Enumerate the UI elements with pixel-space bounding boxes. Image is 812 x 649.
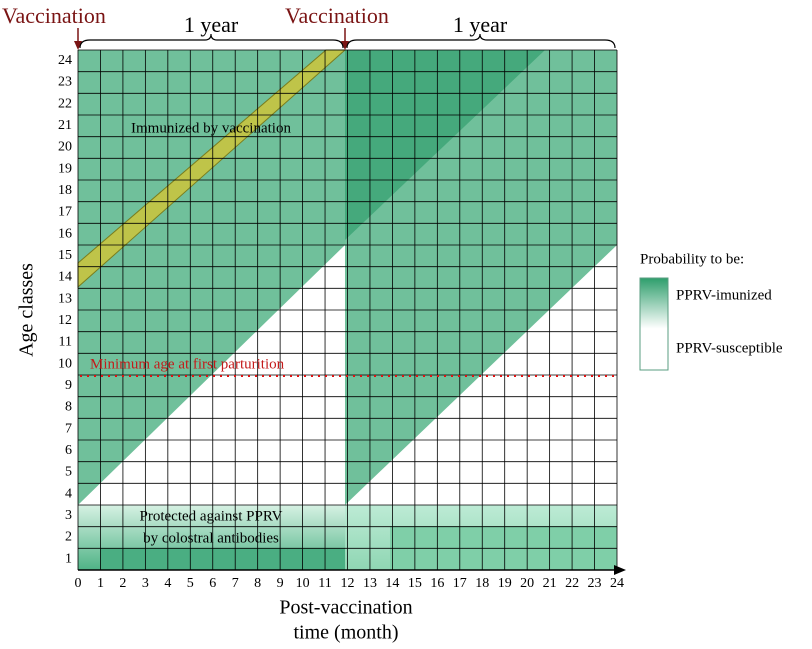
x-tick-label: 3 bbox=[142, 576, 149, 591]
y-tick-label: 20 bbox=[58, 140, 72, 155]
vaccination-arrow-head bbox=[74, 41, 82, 50]
legend-gradient bbox=[639, 277, 669, 371]
y-axis-label: Age classes bbox=[16, 263, 38, 357]
x-tick-label: 11 bbox=[318, 576, 331, 591]
y-tick-label: 23 bbox=[58, 75, 72, 90]
x-tick-label: 23 bbox=[588, 576, 602, 591]
y-tick-label: 14 bbox=[58, 270, 72, 285]
x-tick-label: 20 bbox=[520, 576, 534, 591]
y-tick-label: 11 bbox=[59, 335, 72, 350]
x-tick-label: 15 bbox=[408, 576, 422, 591]
x-tick-label: 24 bbox=[610, 576, 624, 591]
x-tick-label: 2 bbox=[119, 576, 126, 591]
y-tick-label: 13 bbox=[58, 291, 72, 306]
vaccination-arrow-head bbox=[341, 41, 349, 50]
x-tick-label: 14 bbox=[385, 576, 399, 591]
x-tick-label: 12 bbox=[341, 576, 355, 591]
x-tick-label: 21 bbox=[543, 576, 557, 591]
legend-title: Probability to be: bbox=[640, 251, 744, 267]
y-tick-label: 2 bbox=[65, 530, 72, 545]
y-tick-label: 15 bbox=[58, 248, 72, 263]
immunized-label: Immunized by vaccination bbox=[131, 120, 291, 136]
immune-region-left bbox=[78, 50, 345, 505]
colostral-dark bbox=[100, 548, 345, 570]
x-tick-label: 22 bbox=[565, 576, 579, 591]
vaccination-label: Vaccination bbox=[2, 3, 106, 28]
y-tick-label: 6 bbox=[65, 443, 72, 458]
x-tick-label: 5 bbox=[187, 576, 194, 591]
x-axis-arrow bbox=[614, 565, 626, 575]
y-tick-label: 22 bbox=[58, 96, 72, 111]
x-tick-label: 17 bbox=[453, 576, 467, 591]
protected-label: Protected against PPRV bbox=[140, 508, 283, 524]
min-age-label: Minimum age at first parturition bbox=[90, 356, 285, 372]
protected-label: by colostral antibodies bbox=[143, 530, 279, 546]
y-tick-label: 21 bbox=[58, 118, 72, 133]
x-tick-label: 0 bbox=[75, 576, 82, 591]
x-tick-label: 4 bbox=[164, 576, 171, 591]
y-tick-label: 1 bbox=[65, 551, 72, 566]
fills bbox=[77, 49, 617, 570]
x-tick-label: 9 bbox=[277, 576, 284, 591]
y-tick-label: 18 bbox=[58, 183, 72, 198]
x-tick-label: 1 bbox=[97, 576, 104, 591]
y-tick-label: 12 bbox=[58, 313, 72, 328]
vaccination-label: Vaccination bbox=[285, 3, 389, 28]
x-tick-label: 8 bbox=[254, 576, 261, 591]
y-tick-label: 4 bbox=[65, 486, 72, 501]
y-tick-label: 16 bbox=[58, 226, 72, 241]
x-tick-label: 18 bbox=[475, 576, 489, 591]
x-axis-label: time (month) bbox=[294, 622, 399, 644]
y-tick-label: 17 bbox=[58, 205, 72, 220]
x-tick-label: 7 bbox=[232, 576, 239, 591]
y-tick-label: 8 bbox=[65, 400, 72, 415]
y-tick-label: 5 bbox=[65, 465, 72, 480]
x-tick-label: 13 bbox=[363, 576, 377, 591]
y-tick-label: 10 bbox=[58, 356, 72, 371]
x-axis-label: Post-vaccination bbox=[279, 597, 412, 619]
y-tick-label: 24 bbox=[58, 53, 72, 68]
x-tick-label: 19 bbox=[498, 576, 512, 591]
year-label: 1 year bbox=[453, 12, 508, 37]
legend-high: PPRV-imunized bbox=[676, 287, 772, 303]
legend-low: PPRV-susceptible bbox=[676, 340, 783, 356]
y-tick-label: 7 bbox=[65, 421, 72, 436]
year-label: 1 year bbox=[184, 12, 239, 37]
brace bbox=[346, 33, 616, 49]
y-tick-label: 19 bbox=[58, 161, 72, 176]
immune-region-dark bbox=[345, 50, 545, 240]
x-tick-label: 6 bbox=[209, 576, 216, 591]
brace bbox=[79, 33, 344, 49]
x-tick-label: 16 bbox=[430, 576, 444, 591]
y-tick-label: 3 bbox=[65, 508, 72, 523]
grid bbox=[77, 49, 618, 571]
x-tick-label: 10 bbox=[296, 576, 310, 591]
y-tick-label: 9 bbox=[65, 378, 72, 393]
